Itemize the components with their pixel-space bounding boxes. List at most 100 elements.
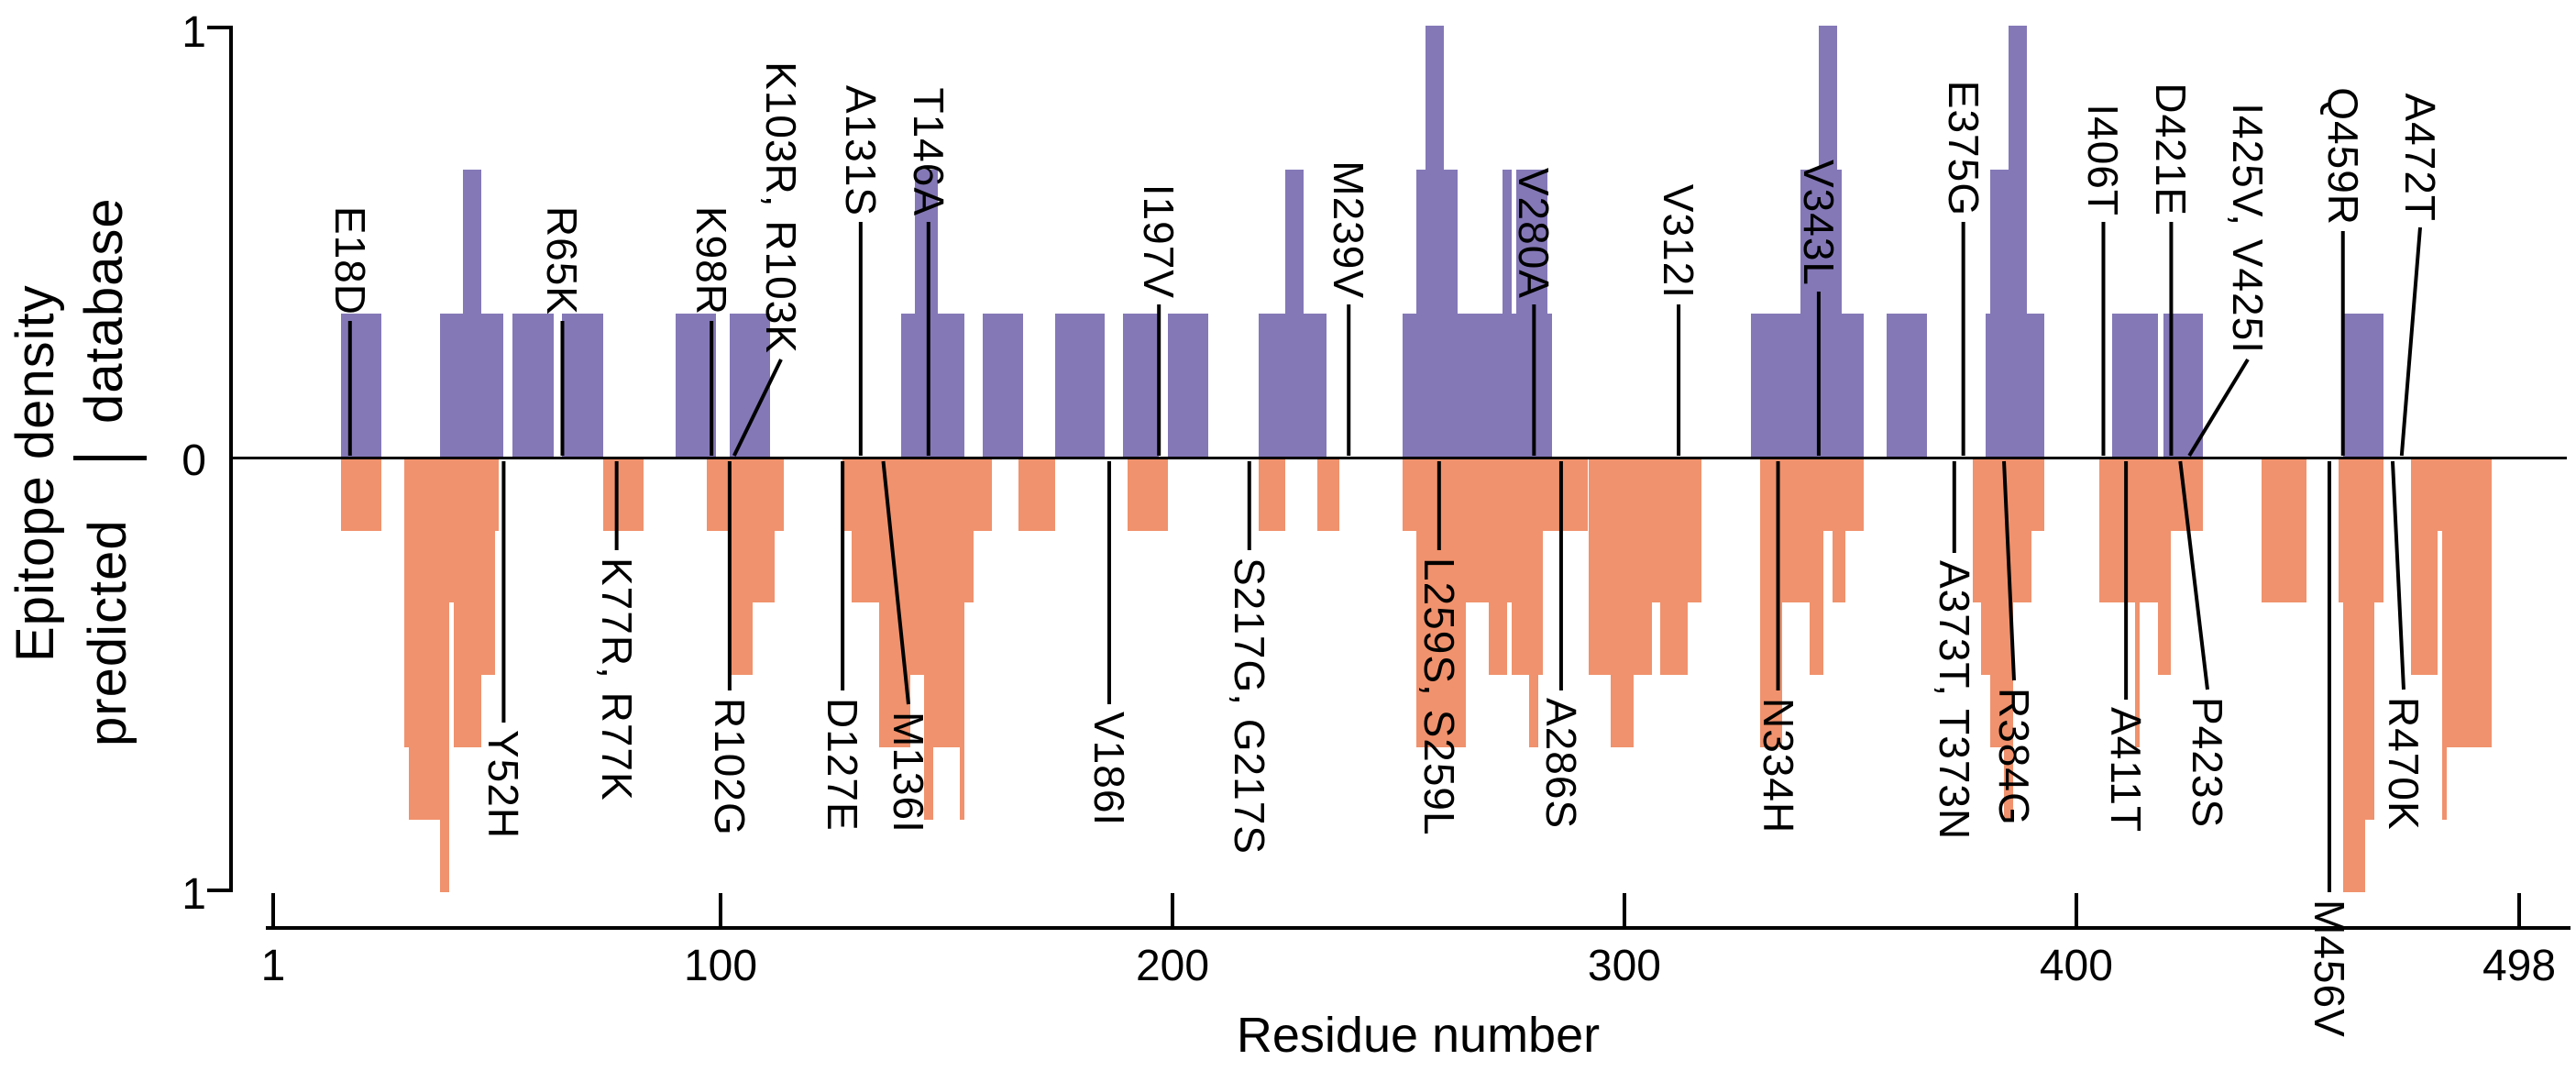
predicted-bar-segment — [2098, 458, 2135, 603]
database-bar-segment — [1122, 314, 1160, 458]
predicted-bar-segment — [1489, 458, 1507, 676]
predicted-bar-segment — [1990, 458, 2005, 748]
mutation-label-top: Q459R — [2318, 87, 2367, 226]
mutation-label-top: A472T — [2396, 93, 2444, 222]
database-bar-segment — [1547, 314, 1553, 458]
predicted-bar-segment — [2374, 458, 2384, 603]
predicted-bar-segment — [1316, 458, 1340, 531]
predicted-bar-segment — [1972, 458, 1982, 603]
database-bar-segment — [675, 314, 717, 458]
y-axis-cap-top — [207, 26, 233, 29]
database-bar-segment — [982, 314, 1024, 458]
database-bar-segment — [1403, 314, 1417, 458]
database-bar-segment — [729, 314, 771, 458]
predicted-bar-segment — [2139, 458, 2158, 603]
predicted-bar-segment — [707, 458, 730, 531]
database-bar-segment — [480, 314, 504, 458]
predicted-bar-segment — [2262, 458, 2307, 603]
database-bar-segment — [562, 314, 603, 458]
mutation-label-bottom: K77R, R77K — [592, 558, 641, 801]
predicted-bar-segment — [923, 458, 933, 820]
database-bar-segment — [901, 314, 915, 458]
predicted-bar-segment — [449, 458, 455, 603]
predicted-bar-segment — [1018, 458, 1055, 531]
mutation-label-bottom: M456V — [2305, 900, 2353, 1038]
x-tick-label: 100 — [683, 942, 758, 990]
database-bar-segment — [1443, 170, 1458, 458]
database-bar-segment — [1258, 314, 1286, 458]
database-bar-segment — [1750, 314, 1801, 458]
predicted-bar-segment — [1687, 458, 1701, 603]
mutation-label-bottom: A411T — [2102, 707, 2151, 834]
x-tick-label: 400 — [2039, 942, 2113, 990]
mutation-label-top: K103R, R103K — [757, 61, 805, 354]
x-tick-mark — [271, 893, 275, 926]
database-bar-segment — [937, 314, 965, 458]
database-bar-segment — [463, 170, 481, 458]
x-tick-label: 498 — [2482, 942, 2557, 990]
x-tick-label: 1 — [260, 942, 286, 990]
predicted-bar-segment — [1416, 458, 1467, 748]
predicted-bar-segment — [2410, 458, 2438, 676]
x-tick-label: 300 — [1587, 942, 1661, 990]
database-bar-segment — [1836, 170, 1842, 458]
database-bar-segment — [2112, 314, 2158, 458]
mutation-label-top: I197V — [1135, 183, 1183, 299]
predicted-bar-segment — [1529, 458, 1539, 748]
mutation-label-bottom: R102G — [705, 698, 754, 836]
predicted-bar-segment — [1127, 458, 1169, 531]
mutation-label-bottom: P423S — [2184, 697, 2231, 829]
predicted-bar-segment — [2134, 458, 2140, 748]
mutation-label-top: M239V — [1325, 160, 1373, 299]
series-label-divider — [73, 456, 147, 460]
database-bar-segment — [440, 314, 464, 458]
database-bar-segment — [1426, 26, 1444, 458]
mutation-label-bottom: D127E — [819, 698, 867, 832]
mutation-label-top: K98R — [688, 205, 736, 315]
predicted-bar-segment — [960, 458, 965, 820]
mutation-label-bottom: N334H — [1754, 698, 1802, 834]
predicted-bar-segment — [1660, 458, 1688, 676]
mutation-label-bottom: Y52H — [479, 730, 528, 840]
mutation-label-bottom: A373T, T373N — [1930, 560, 1978, 841]
mutation-label-bottom: M136I — [885, 712, 932, 834]
mutation-label-bottom: R384G — [1990, 688, 2038, 826]
predicted-bar-segment — [1258, 458, 1286, 531]
predicted-bar-segment — [2365, 458, 2375, 820]
x-tick-mark — [719, 893, 723, 926]
predicted-bar-segment — [2447, 458, 2493, 748]
predicted-bar-segment — [1633, 458, 1652, 676]
mutation-label-top: V343L — [1794, 159, 1843, 286]
predicted-bar-segment — [2031, 458, 2045, 531]
predicted-bar-segment — [494, 458, 500, 531]
mutation-label-top: E375G — [1939, 80, 1987, 216]
database-bar-segment — [512, 314, 554, 458]
database-bar-segment — [1285, 170, 1304, 458]
database-bar-segment — [1457, 314, 1503, 458]
y-tick-label-zero: 0 — [182, 436, 206, 485]
x-tick-label: 200 — [1135, 942, 1210, 990]
y-tick-label-bottom: 1 — [182, 870, 206, 919]
predicted-bar-segment — [2004, 458, 2013, 820]
database-bar-segment — [1841, 314, 1865, 458]
database-bar-segment — [1818, 26, 1837, 458]
predicted-bar-segment — [1810, 458, 1823, 676]
database-bar-segment — [1990, 170, 2009, 458]
database-bar-segment — [2342, 314, 2384, 458]
predicted-bar-segment — [480, 458, 495, 676]
database-bar-segment — [1168, 314, 1209, 458]
database-bar-segment — [340, 314, 382, 458]
database-bar-segment — [1800, 170, 1819, 458]
predicted-bar-segment — [964, 458, 974, 603]
mutation-label-bottom: L259S, S259L — [1415, 558, 1463, 836]
predicted-bar-segment — [340, 458, 382, 531]
database-bar-segment — [1511, 314, 1516, 458]
leader-R384G — [2002, 460, 2016, 681]
predicted-bar-segment — [1506, 458, 1512, 603]
predicted-bar-segment — [1981, 458, 1991, 676]
predicted-bar-segment — [2338, 458, 2343, 603]
x-tick-mark — [1170, 893, 1174, 926]
predicted-bar-segment — [2157, 458, 2172, 676]
mutation-label-top: V280A — [1510, 167, 1558, 299]
y-tick-label-top: 1 — [182, 8, 206, 57]
